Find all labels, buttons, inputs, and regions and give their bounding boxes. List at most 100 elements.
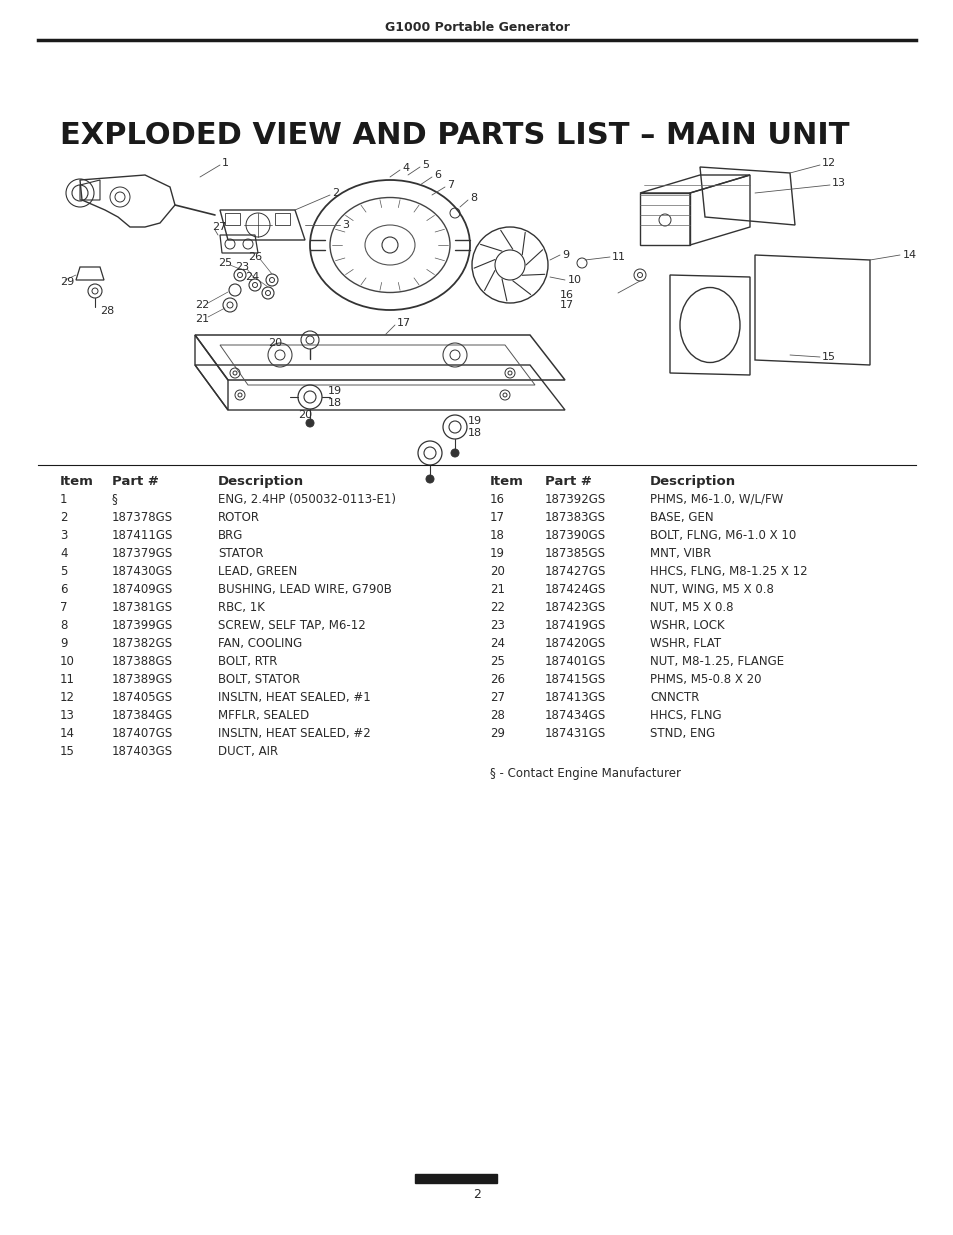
Text: 187405GS: 187405GS [112,690,172,704]
Text: BOLT, FLNG, M6-1.0 X 10: BOLT, FLNG, M6-1.0 X 10 [649,529,796,541]
Text: 187388GS: 187388GS [112,655,172,667]
Text: 187390GS: 187390GS [544,529,605,541]
Text: 26: 26 [490,673,504,685]
Text: ENG, 2.4HP (050032-0113-E1): ENG, 2.4HP (050032-0113-E1) [218,493,395,505]
Text: Description: Description [649,474,736,488]
Text: 187392GS: 187392GS [544,493,605,505]
Bar [415,1174,497,1183]
Text: 25: 25 [218,258,232,268]
Text: §: § [112,493,117,505]
Text: 26: 26 [248,252,262,262]
Text: Part #: Part # [544,474,591,488]
Text: 24: 24 [245,272,259,282]
Text: 19: 19 [490,547,504,559]
Text: 15: 15 [60,745,74,757]
Text: 29: 29 [60,277,74,287]
Text: 187423GS: 187423GS [544,600,605,614]
Text: 10: 10 [60,655,74,667]
Text: ROTOR: ROTOR [218,510,260,524]
Text: STATOR: STATOR [218,547,263,559]
Text: 187381GS: 187381GS [112,600,172,614]
Text: 24: 24 [490,636,504,650]
Text: 23: 23 [234,262,249,272]
Text: CNNCTR: CNNCTR [649,690,699,704]
Circle shape [426,475,434,483]
Text: 19: 19 [328,387,342,396]
Text: BASE, GEN: BASE, GEN [649,510,713,524]
Text: MFFLR, SEALED: MFFLR, SEALED [218,709,309,721]
Text: 187399GS: 187399GS [112,619,173,631]
Text: Description: Description [218,474,304,488]
Text: 2: 2 [60,510,68,524]
Text: BUSHING, LEAD WIRE, G790B: BUSHING, LEAD WIRE, G790B [218,583,392,595]
Text: 20: 20 [268,338,282,348]
Text: INSLTN, HEAT SEALED, #1: INSLTN, HEAT SEALED, #1 [218,690,371,704]
Text: NUT, M5 X 0.8: NUT, M5 X 0.8 [649,600,733,614]
Text: 6: 6 [434,170,440,180]
Text: 22: 22 [194,300,209,310]
Text: DUCT, AIR: DUCT, AIR [218,745,278,757]
Text: 13: 13 [831,178,845,188]
Text: 10: 10 [567,275,581,285]
Text: 187379GS: 187379GS [112,547,173,559]
Text: 187382GS: 187382GS [112,636,172,650]
Text: 12: 12 [60,690,75,704]
Text: 187419GS: 187419GS [544,619,606,631]
Text: BRG: BRG [218,529,243,541]
Text: 187401GS: 187401GS [544,655,605,667]
Circle shape [451,450,458,457]
Text: 3: 3 [60,529,68,541]
Text: MNT, VIBR: MNT, VIBR [649,547,711,559]
Text: 187430GS: 187430GS [112,564,172,578]
Text: § - Contact Engine Manufacturer: § - Contact Engine Manufacturer [490,767,680,779]
Text: 22: 22 [490,600,504,614]
Text: 6: 6 [60,583,68,595]
Text: 1: 1 [222,158,229,168]
Text: STND, ENG: STND, ENG [649,726,715,740]
Text: 187424GS: 187424GS [544,583,606,595]
Text: PHMS, M6-1.0, W/L/FW: PHMS, M6-1.0, W/L/FW [649,493,782,505]
Text: 14: 14 [60,726,75,740]
Text: 187409GS: 187409GS [112,583,173,595]
Text: 5: 5 [60,564,68,578]
Text: 12: 12 [821,158,835,168]
Text: 187427GS: 187427GS [544,564,606,578]
Text: 5: 5 [421,161,429,170]
Text: SCREW, SELF TAP, M6-12: SCREW, SELF TAP, M6-12 [218,619,365,631]
Text: 187385GS: 187385GS [544,547,605,559]
Text: 187407GS: 187407GS [112,726,173,740]
Text: LEAD, GREEN: LEAD, GREEN [218,564,297,578]
Text: PHMS, M5-0.8 X 20: PHMS, M5-0.8 X 20 [649,673,760,685]
Text: 8: 8 [60,619,68,631]
Text: 11: 11 [612,252,625,262]
Text: WSHR, FLAT: WSHR, FLAT [649,636,720,650]
Text: 2: 2 [473,1188,480,1202]
Text: 4: 4 [60,547,68,559]
Text: 21: 21 [194,314,209,324]
Text: NUT, WING, M5 X 0.8: NUT, WING, M5 X 0.8 [649,583,773,595]
Text: 8: 8 [470,193,476,203]
Text: 187403GS: 187403GS [112,745,172,757]
Text: WSHR, LOCK: WSHR, LOCK [649,619,724,631]
Circle shape [306,419,314,427]
Text: 17: 17 [490,510,504,524]
Text: EXPLODED VIEW AND PARTS LIST – MAIN UNIT: EXPLODED VIEW AND PARTS LIST – MAIN UNIT [60,121,848,149]
Text: 15: 15 [821,352,835,362]
Text: 11: 11 [60,673,75,685]
Text: 187389GS: 187389GS [112,673,172,685]
Text: 18: 18 [468,429,481,438]
Text: 29: 29 [490,726,504,740]
Text: 4: 4 [401,163,409,173]
Text: 187383GS: 187383GS [544,510,605,524]
Text: 187413GS: 187413GS [544,690,605,704]
Text: BOLT, STATOR: BOLT, STATOR [218,673,300,685]
Text: 187415GS: 187415GS [544,673,605,685]
Text: 25: 25 [490,655,504,667]
Text: 28: 28 [490,709,504,721]
Text: BOLT, RTR: BOLT, RTR [218,655,277,667]
Text: 20: 20 [297,410,312,420]
Text: 7: 7 [447,180,454,190]
Text: 9: 9 [561,249,569,261]
Text: Part #: Part # [112,474,159,488]
Text: 187411GS: 187411GS [112,529,173,541]
